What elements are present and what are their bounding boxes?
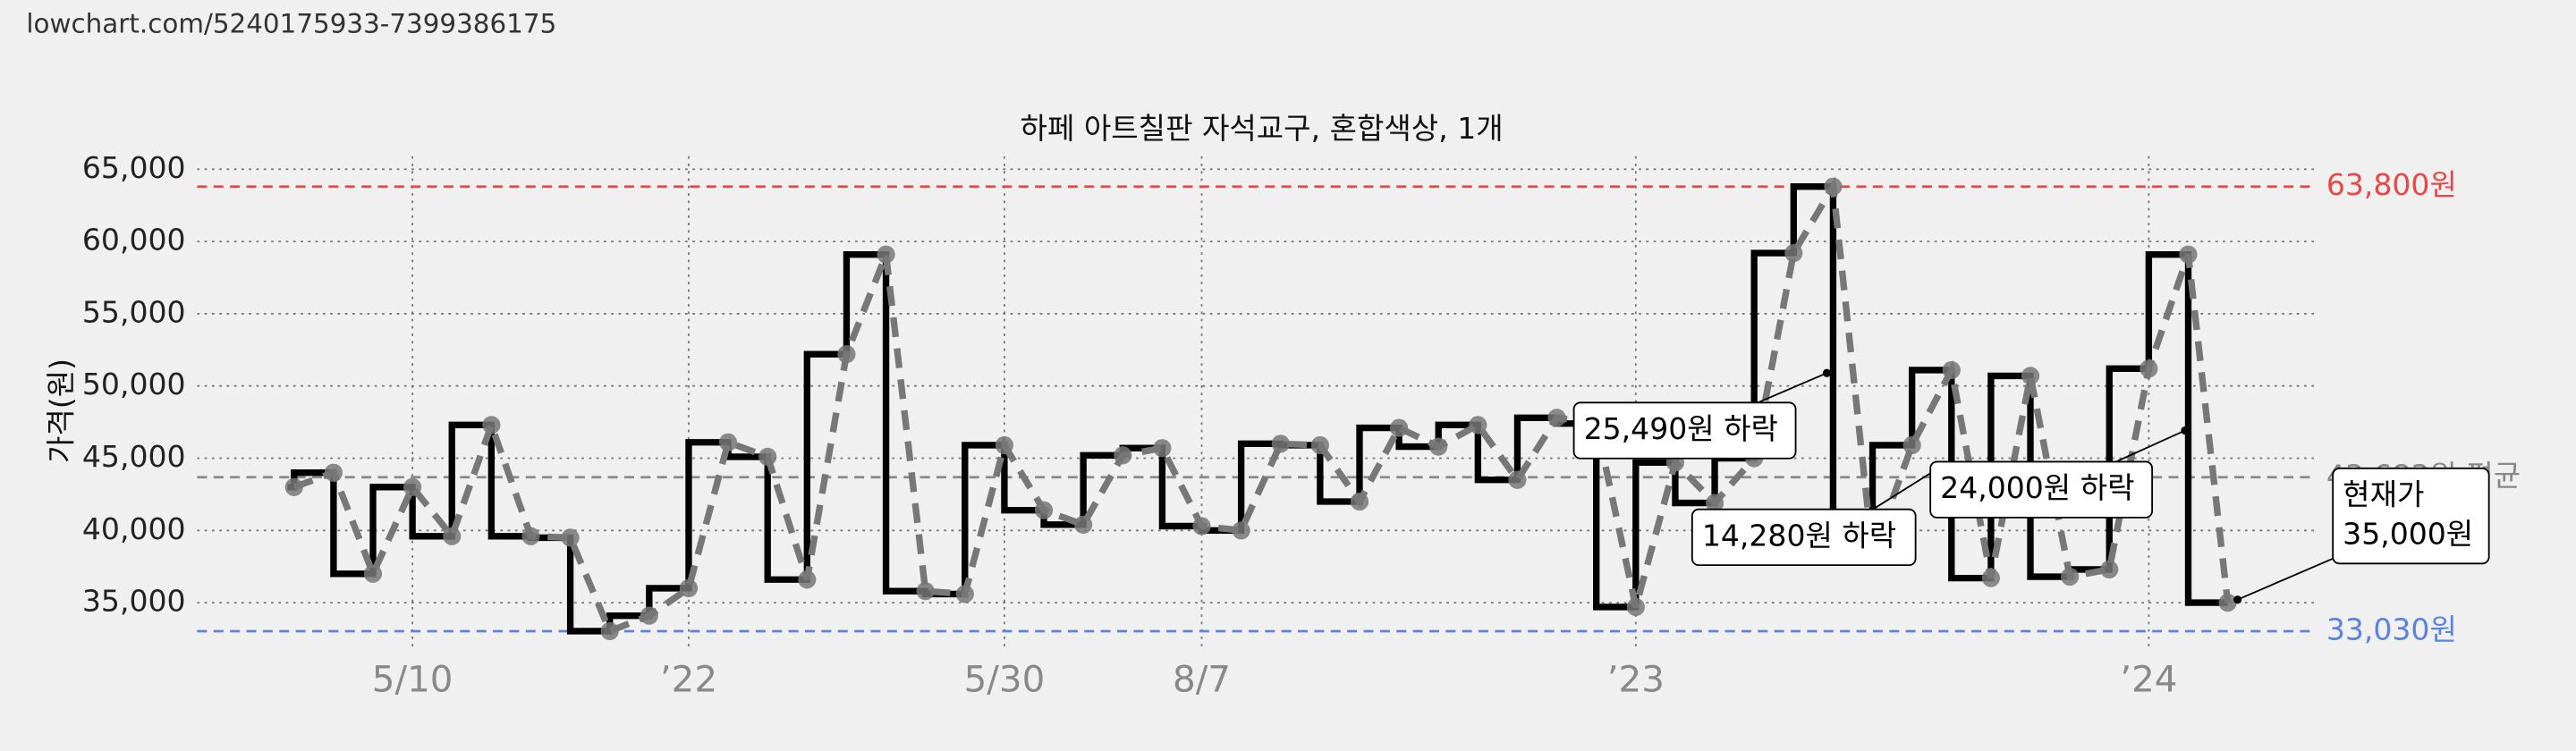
point	[324, 463, 343, 482]
annotation-text: 현재가	[2343, 477, 2424, 512]
step-line	[287, 183, 2228, 635]
chart-title: 하페 아트칠판 자석교구, 혼합색상, 1개	[1021, 111, 1504, 146]
point	[1784, 243, 1803, 263]
point	[403, 477, 422, 496]
point	[284, 477, 303, 496]
x-tick-label: 8/7	[1173, 658, 1231, 701]
point	[1981, 569, 2000, 587]
annotation-box	[1572, 401, 1797, 460]
y-tick-label: 35,000	[82, 584, 186, 619]
y-tick-label: 45,000	[82, 439, 186, 474]
arrow-head	[2233, 595, 2242, 604]
point	[955, 585, 974, 603]
x-tick-label: ’23	[1607, 658, 1665, 701]
annotation-arrow	[2115, 429, 2186, 463]
annotation-box	[2332, 467, 2490, 565]
y-tick-label: 60,000	[82, 223, 186, 257]
point	[1271, 435, 1290, 453]
y-tick-label: 40,000	[82, 511, 186, 546]
point	[718, 433, 738, 451]
point	[521, 527, 540, 545]
point	[1350, 492, 1369, 511]
x-tick-label: ’22	[660, 658, 717, 701]
point	[758, 447, 777, 467]
point	[561, 528, 580, 547]
point	[2061, 567, 2080, 586]
point	[1310, 435, 1329, 455]
annotation-text: 25,490원 하락	[1584, 411, 1778, 446]
x-tick-label: 5/10	[372, 658, 453, 701]
point	[2021, 367, 2040, 385]
arrow-head	[1822, 368, 1832, 377]
point	[1153, 439, 1172, 458]
point	[916, 582, 935, 601]
point	[363, 564, 383, 583]
point	[443, 527, 462, 545]
y-tick-label: 50,000	[82, 367, 186, 401]
point	[1232, 521, 1250, 540]
y-tick-label: 65,000	[82, 150, 186, 185]
point	[1034, 501, 1054, 519]
point	[1508, 470, 1527, 489]
point	[1469, 416, 1487, 435]
point	[679, 578, 699, 598]
annotation-box	[1929, 460, 2154, 519]
point	[1114, 446, 1132, 465]
point	[877, 245, 895, 264]
point	[995, 435, 1014, 455]
y-tick-label: 55,000	[82, 294, 186, 329]
point	[1390, 418, 1409, 437]
point	[1705, 494, 1724, 512]
point	[837, 345, 856, 364]
point	[640, 606, 658, 625]
x-tick-label: ’24	[2120, 658, 2177, 701]
reference-label: 33,030원	[2326, 612, 2457, 646]
point	[1547, 409, 1566, 427]
point	[798, 570, 817, 589]
point	[1429, 437, 1448, 456]
annotation-box	[1690, 508, 1917, 567]
point	[2179, 245, 2198, 264]
point	[600, 621, 619, 641]
annotation-arrow	[2237, 557, 2334, 601]
arrow-head	[2181, 426, 2190, 435]
url: lowchart.com/5240175933-7399386175	[26, 8, 556, 38]
point	[2218, 594, 2237, 612]
point	[2140, 359, 2158, 378]
point	[1192, 517, 1211, 536]
reference-label: 63,800원	[2326, 167, 2457, 202]
annotation-arrow	[1757, 372, 1827, 404]
annotation-text: 35,000원	[2343, 517, 2473, 552]
annotation-text: 14,280원 하락	[1702, 518, 1896, 553]
point	[1626, 597, 1645, 617]
x-tick-label: 5/30	[964, 658, 1046, 701]
point	[2100, 560, 2119, 579]
point	[1074, 515, 1093, 534]
annotation-text: 24,000원 하락	[1940, 470, 2134, 505]
point	[482, 416, 501, 435]
point	[1824, 177, 1843, 196]
y-axis-label: 가격(원)	[43, 359, 78, 463]
point	[1902, 435, 1921, 455]
point	[1942, 360, 1961, 380]
